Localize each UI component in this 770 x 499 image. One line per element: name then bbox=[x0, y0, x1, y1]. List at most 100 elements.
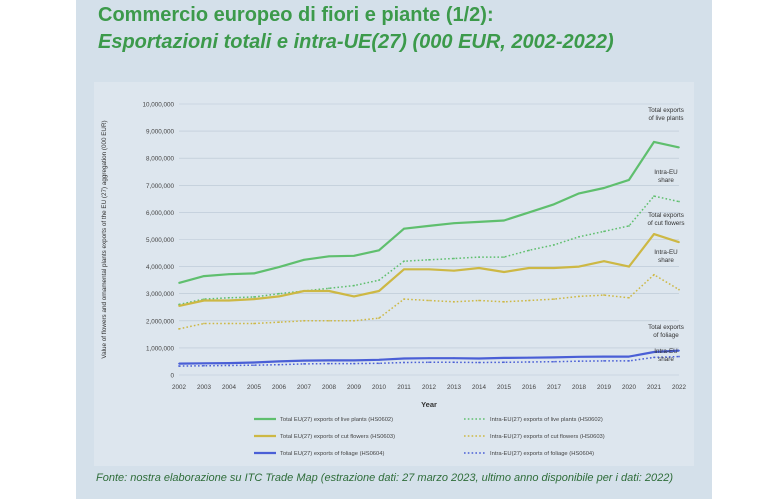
annotation-line: share bbox=[658, 257, 674, 264]
series-1-point bbox=[278, 292, 280, 295]
series-5-point bbox=[178, 365, 180, 367]
y-tick-label: 6,000,000 bbox=[146, 210, 175, 217]
series-2-point bbox=[503, 271, 505, 273]
x-tick-label: 2005 bbox=[247, 384, 262, 391]
chart-panel: 0 1,000,000 2,000,000 3,000,000 4,000,000 5,0… bbox=[94, 82, 694, 466]
series-3-point bbox=[203, 322, 205, 325]
slide: Commercio europeo di fiori e piante (1/2… bbox=[76, 0, 712, 499]
series-2-point bbox=[303, 290, 305, 292]
series-2-point bbox=[528, 267, 530, 269]
legend-entry: Total EU(27) exports of cut flowers (HS0… bbox=[280, 434, 395, 440]
series-2-point bbox=[403, 268, 405, 271]
series-4-point bbox=[528, 356, 530, 359]
series-0-point bbox=[653, 141, 655, 143]
series-2-point bbox=[628, 265, 630, 268]
series-4-point bbox=[253, 361, 255, 364]
series-0-point bbox=[678, 146, 680, 149]
x-tick-label: 2019 bbox=[597, 384, 612, 391]
series-1-point bbox=[378, 279, 380, 282]
series-2-point bbox=[478, 267, 480, 269]
series-4-point bbox=[278, 360, 280, 363]
series-3-point bbox=[603, 294, 605, 296]
series-0-point bbox=[503, 219, 505, 222]
legend-entry: Intra-EU(27) exports of foliage (HS0604) bbox=[490, 451, 594, 457]
annotation-line: Intra-EU bbox=[654, 249, 678, 256]
series-0-point bbox=[353, 254, 355, 257]
y-tick-label: 1,000,000 bbox=[146, 345, 175, 352]
series-2-point bbox=[603, 260, 605, 263]
series-2-point bbox=[378, 290, 380, 292]
x-tick-label: 2012 bbox=[422, 384, 437, 391]
series-5-point bbox=[203, 364, 205, 367]
series-3-point bbox=[428, 299, 430, 302]
x-tick-label: 2011 bbox=[397, 384, 411, 391]
series-1-point bbox=[453, 257, 455, 260]
series-4-point bbox=[378, 358, 380, 361]
annotation-label: Intra-EU share bbox=[654, 249, 678, 264]
series-5-point bbox=[653, 356, 655, 359]
series-1-point bbox=[328, 287, 330, 290]
series-1-point bbox=[578, 235, 580, 238]
series-1-point bbox=[503, 256, 505, 259]
x-tick-label: 2003 bbox=[197, 384, 212, 391]
annotation-label: Total exports of live plants bbox=[648, 107, 684, 122]
series-2-point bbox=[428, 268, 430, 271]
legend-entry: Intra-EU(27) exports of live plants (HS0… bbox=[490, 417, 603, 423]
series-2-point bbox=[328, 290, 330, 292]
series-5-point bbox=[253, 364, 255, 367]
series-0-point bbox=[378, 249, 380, 252]
series-4-point bbox=[228, 362, 230, 364]
series-2-point bbox=[178, 304, 180, 307]
series-5-point bbox=[353, 362, 355, 365]
series-4-point bbox=[653, 351, 655, 353]
legend-entry: Total EU(27) exports of foliage (HS0604) bbox=[280, 451, 384, 457]
annotation-line: Intra-EU bbox=[654, 348, 678, 355]
x-tick-label: 2006 bbox=[272, 384, 287, 391]
series-5-point bbox=[403, 361, 405, 364]
x-tick-label: 2010 bbox=[372, 384, 387, 391]
series-0-point bbox=[178, 281, 180, 284]
series-0-point bbox=[403, 227, 405, 230]
series-3-point bbox=[503, 300, 505, 303]
series-3-point bbox=[378, 317, 380, 319]
series-5-point bbox=[428, 361, 430, 364]
series-4-point bbox=[403, 357, 405, 360]
series-0-point bbox=[253, 272, 255, 275]
annotation-line: Intra-EU bbox=[654, 169, 678, 176]
series-1-point bbox=[428, 258, 430, 261]
series-2-point bbox=[678, 241, 680, 244]
annotation-label: Total exports of cut flowers bbox=[647, 212, 684, 227]
annotation-line: Total exports bbox=[648, 324, 684, 331]
y-tick-label: 7,000,000 bbox=[146, 183, 175, 190]
slide-subtitle: Esportazioni totali e intra-UE(27) (000 … bbox=[98, 31, 614, 53]
series-0-point bbox=[528, 211, 530, 214]
x-tick-label: 2008 bbox=[322, 384, 337, 391]
series-1-point bbox=[403, 260, 405, 263]
series-3-point bbox=[453, 300, 455, 303]
x-tick-label: 2021 bbox=[647, 384, 662, 391]
x-tick-label: 2014 bbox=[472, 384, 487, 391]
series-3-point bbox=[553, 298, 555, 301]
series-0-point bbox=[478, 220, 480, 223]
series-5-point bbox=[278, 363, 280, 366]
y-tick-label: 3,000,000 bbox=[146, 291, 175, 298]
series-3-point bbox=[653, 273, 655, 276]
annotation-label: Intra-EU share bbox=[654, 348, 678, 363]
series-4-point bbox=[628, 355, 630, 358]
series-5-point bbox=[378, 362, 380, 365]
series-4-point bbox=[328, 359, 330, 362]
legend-entry: Intra-EU(27) exports of cut flowers (HS0… bbox=[490, 434, 605, 440]
line-chart: 0 1,000,000 2,000,000 3,000,000 4,000,000 5,0… bbox=[101, 102, 686, 458]
series-4-point bbox=[178, 362, 180, 365]
x-tick-label: 2002 bbox=[172, 384, 187, 391]
series-2-point bbox=[228, 299, 230, 302]
series-4-point bbox=[353, 359, 355, 362]
series-3-point bbox=[353, 319, 355, 322]
series-5-point bbox=[603, 360, 605, 362]
series-line-3 bbox=[178, 273, 680, 330]
series-1-point bbox=[528, 249, 530, 252]
series-3-point bbox=[278, 321, 280, 324]
series-4-point bbox=[428, 357, 430, 360]
annotation-line: of foliage bbox=[653, 332, 679, 339]
series-5-point bbox=[303, 362, 305, 365]
